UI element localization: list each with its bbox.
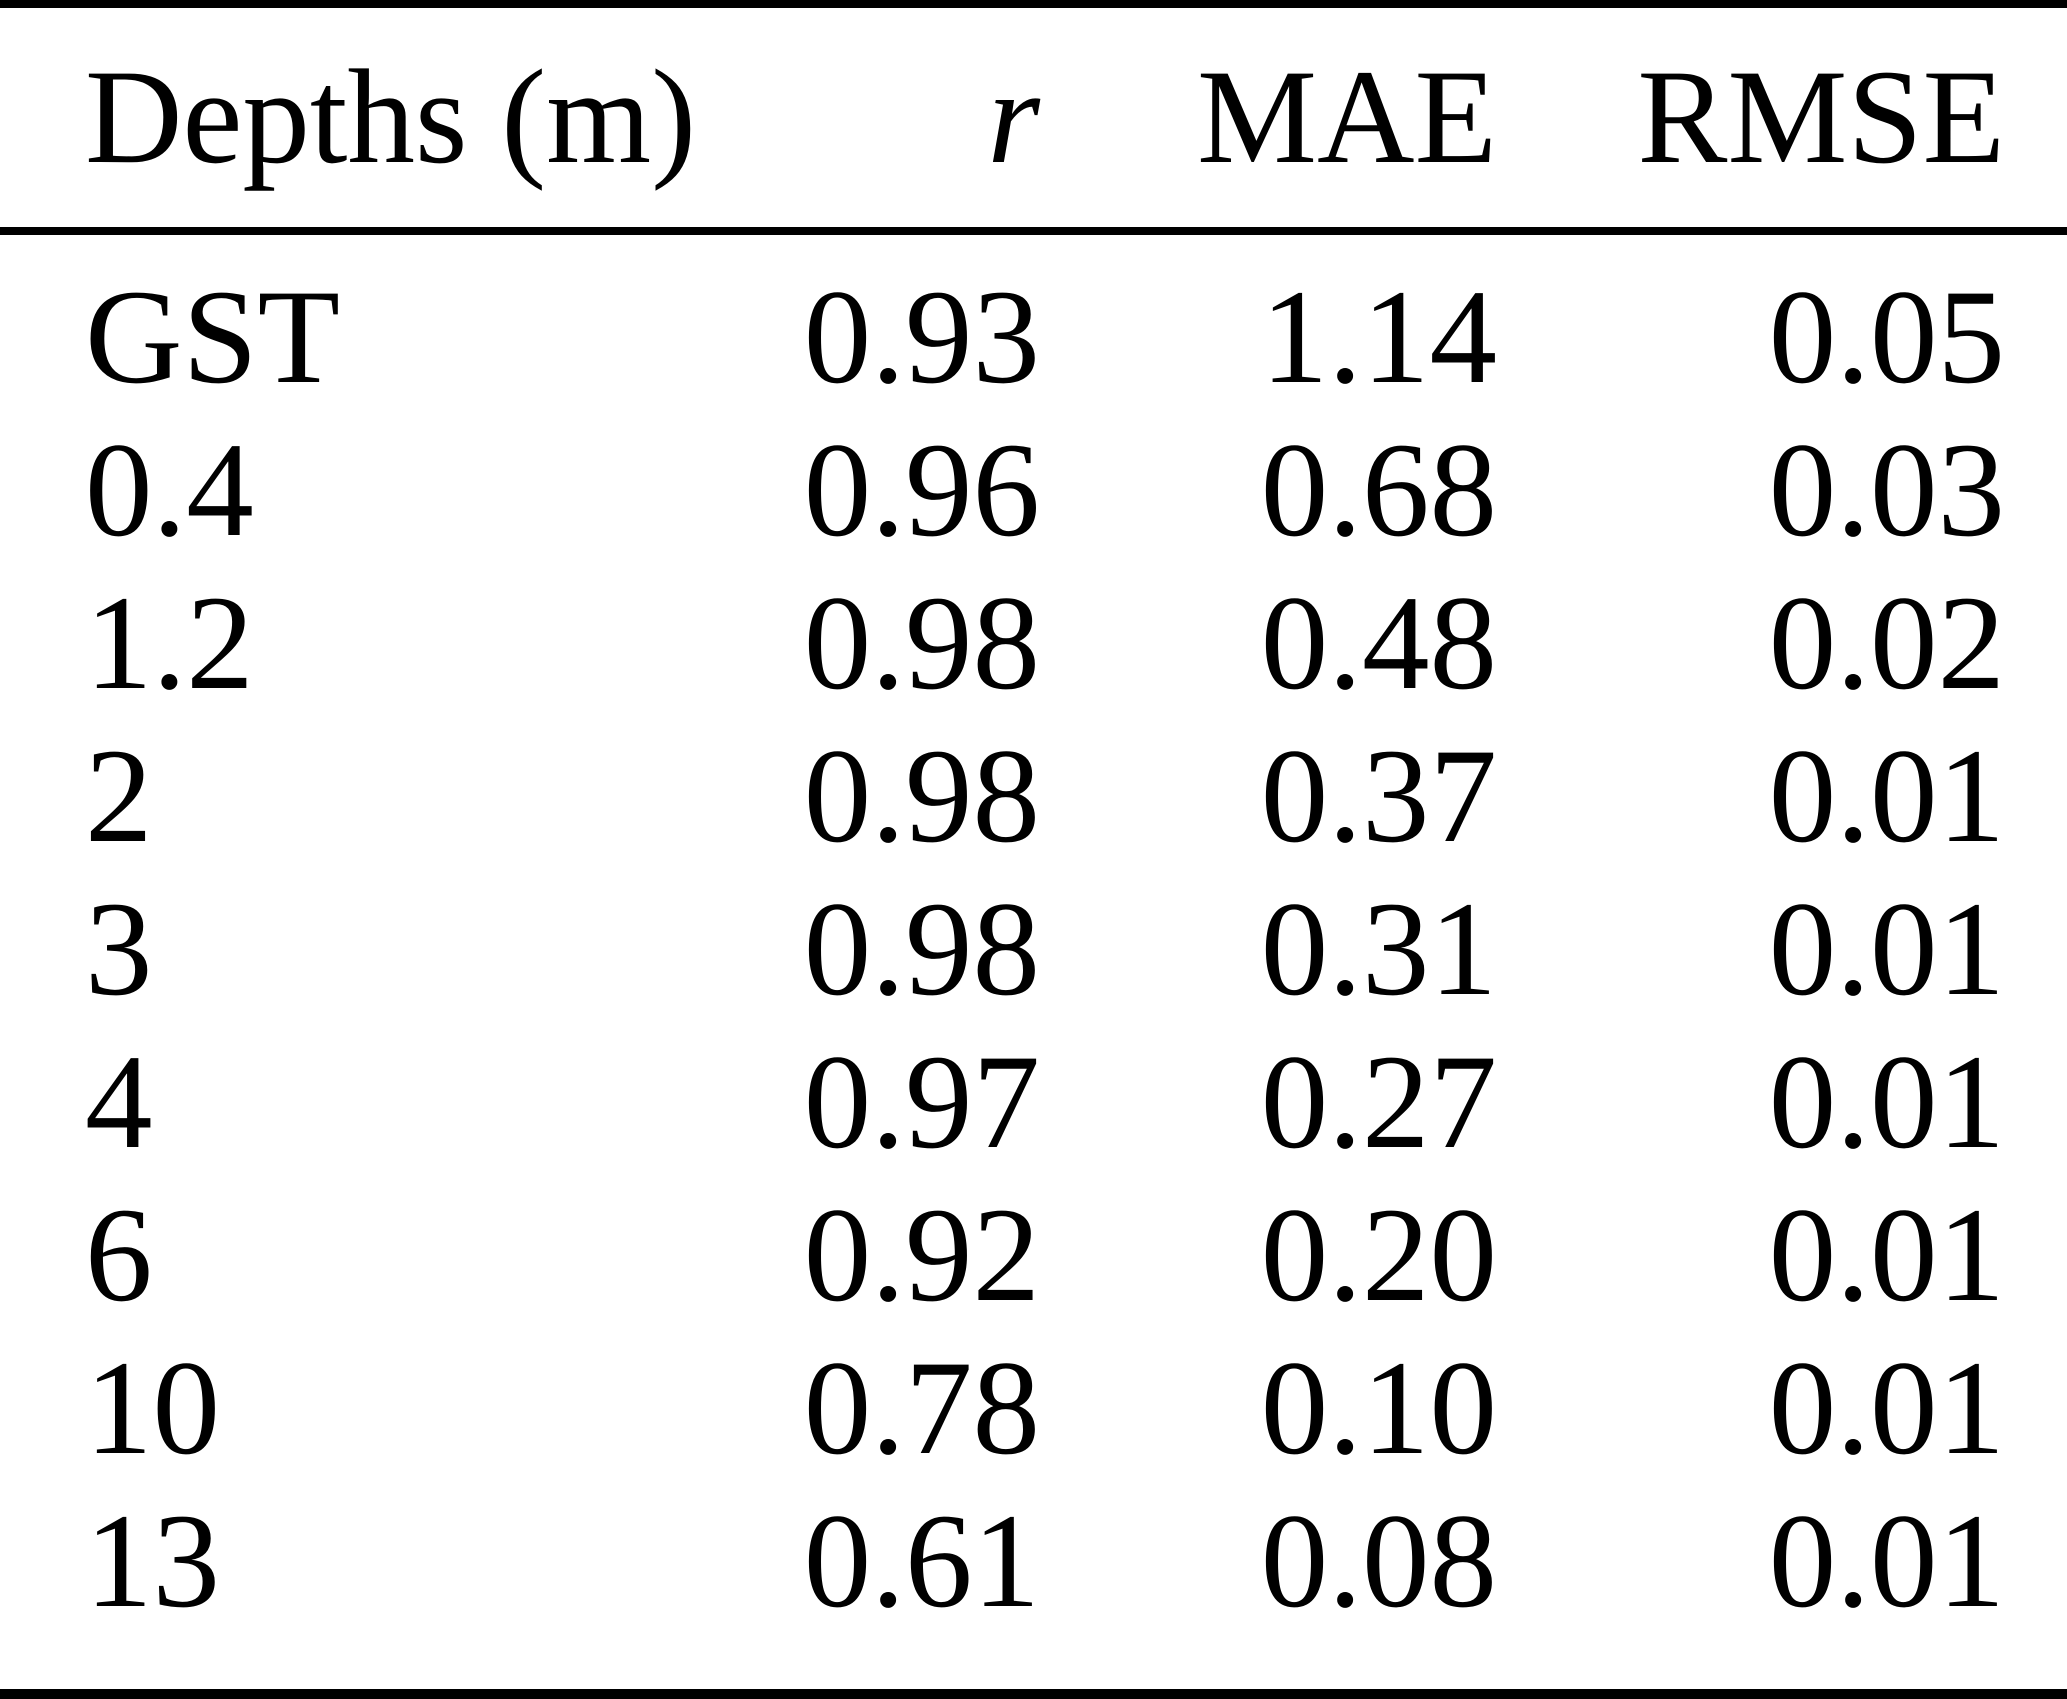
- cell-mae: 0.20: [1260, 1181, 1497, 1330]
- cell-rmse: 0.01: [1768, 1028, 2005, 1177]
- cell-rmse: 0.02: [1768, 569, 2005, 718]
- table-row: 0.4 0.96 0.68 0.03: [0, 414, 2067, 567]
- cell-mae: 0.48: [1260, 569, 1497, 718]
- column-header-depths: Depths (m): [85, 43, 697, 192]
- cell-r: 0.96: [803, 416, 1040, 565]
- cell-depth: 13: [85, 1487, 220, 1636]
- column-header-r: r: [987, 43, 1040, 192]
- cell-rmse: 0.01: [1768, 1334, 2005, 1483]
- table-row: 6 0.92 0.20 0.01: [0, 1179, 2067, 1332]
- cell-rmse: 0.01: [1768, 1487, 2005, 1636]
- cell-mae: 0.08: [1260, 1487, 1497, 1636]
- cell-depth: 10: [85, 1334, 220, 1483]
- table-row: 1.2 0.98 0.48 0.02: [0, 567, 2067, 720]
- column-header-mae: MAE: [1197, 43, 1497, 192]
- cell-r: 0.97: [803, 1028, 1040, 1177]
- cell-mae: 0.68: [1260, 416, 1497, 565]
- cell-depth: 2: [85, 722, 153, 871]
- cell-r: 0.92: [803, 1181, 1040, 1330]
- table-body: GST 0.93 1.14 0.05 0.4 0.96 0.68 0.03 1.…: [0, 235, 2067, 1689]
- cell-r: 0.93: [803, 263, 1040, 412]
- cell-depth: 4: [85, 1028, 153, 1177]
- cell-r: 0.98: [803, 722, 1040, 871]
- cell-r: 0.98: [803, 875, 1040, 1024]
- cell-rmse: 0.05: [1768, 263, 2005, 412]
- cell-rmse: 0.01: [1768, 722, 2005, 871]
- cell-r: 0.98: [803, 569, 1040, 718]
- column-header-rmse: RMSE: [1637, 43, 2005, 192]
- table-row: 3 0.98 0.31 0.01: [0, 873, 2067, 1026]
- cell-depth: 0.4: [85, 416, 254, 565]
- cell-rmse: 0.03: [1768, 416, 2005, 565]
- table-row: 13 0.61 0.08 0.01: [0, 1485, 2067, 1638]
- cell-depth: 1.2: [85, 569, 254, 718]
- table-row: 2 0.98 0.37 0.01: [0, 720, 2067, 873]
- table-row: 10 0.78 0.10 0.01: [0, 1332, 2067, 1485]
- cell-r: 0.78: [803, 1334, 1040, 1483]
- cell-depth: 6: [85, 1181, 153, 1330]
- cell-depth: GST: [85, 263, 341, 412]
- table-row: 4 0.97 0.27 0.01: [0, 1026, 2067, 1179]
- cell-mae: 0.27: [1260, 1028, 1497, 1177]
- cell-mae: 0.10: [1260, 1334, 1497, 1483]
- cell-mae: 0.37: [1260, 722, 1497, 871]
- cell-rmse: 0.01: [1768, 875, 2005, 1024]
- table-row: GST 0.93 1.14 0.05: [0, 261, 2067, 414]
- table-header-row: Depths (m) r MAE RMSE: [0, 8, 2067, 235]
- cell-rmse: 0.01: [1768, 1181, 2005, 1330]
- cell-depth: 3: [85, 875, 153, 1024]
- cell-r: 0.61: [803, 1487, 1040, 1636]
- cell-mae: 1.14: [1260, 263, 1497, 412]
- cell-mae: 0.31: [1260, 875, 1497, 1024]
